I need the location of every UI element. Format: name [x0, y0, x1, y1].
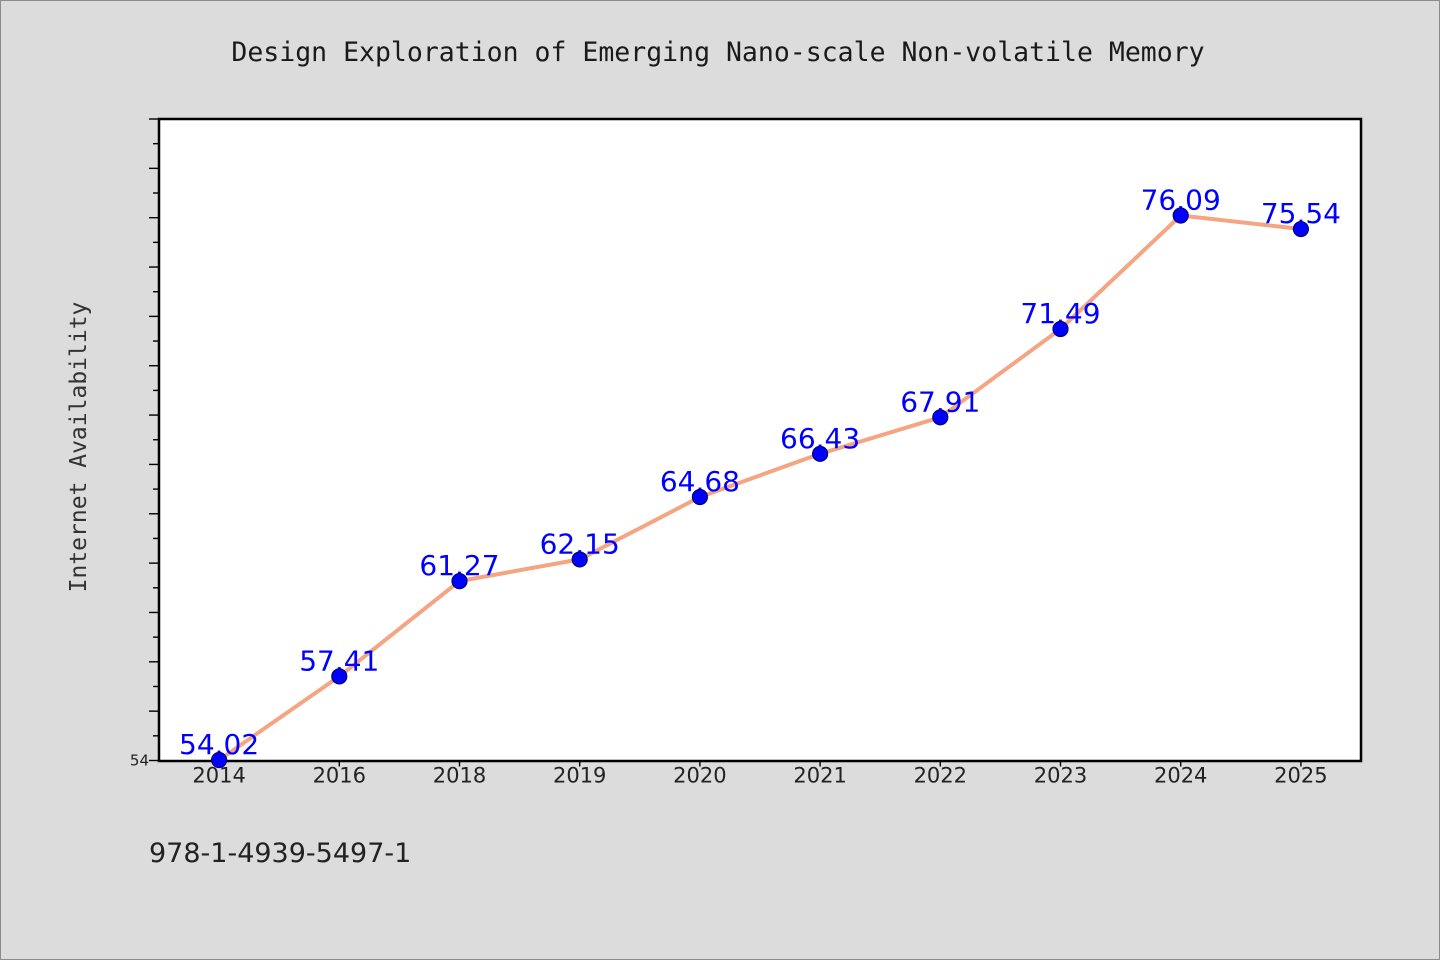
data-point-2018: [451, 573, 468, 590]
data-point-2022: [932, 409, 949, 426]
data-point-2014: [211, 751, 228, 769]
x-tick-label-2021: 2021: [793, 764, 846, 788]
x-tick-label-2019: 2019: [553, 764, 606, 788]
x-tick-label-2023: 2023: [1034, 764, 1087, 788]
series-0: 54.0257.4161.2762.1564.6866.4367.9171.49…: [179, 183, 1341, 769]
series-line: [217, 213, 1303, 762]
x-tick-label-2020: 2020: [673, 764, 726, 788]
x-tick-label-2025: 2025: [1274, 764, 1327, 788]
x-tick-label-2016: 2016: [313, 764, 366, 788]
plot-area: [157, 117, 1363, 763]
x-tick-label-2024: 2024: [1154, 764, 1207, 788]
data-point-2020: [691, 488, 709, 506]
footer-isbn: 978-1-4939-5497-1: [149, 838, 411, 869]
y-tick-label-54: 54: [130, 752, 149, 770]
data-point-2025: [1292, 220, 1310, 238]
x-tick-label-2018: 2018: [433, 764, 486, 788]
chart-title: Design Exploration of Emerging Nano-scal…: [231, 37, 1204, 68]
data-point-2019: [571, 551, 588, 568]
data-point-2024: [1172, 207, 1189, 224]
x-tick-label-2022: 2022: [914, 764, 967, 788]
y-axis: 54: [130, 118, 159, 770]
data-point-2023: [1052, 320, 1069, 338]
y-axis-label: Internet Availability: [66, 302, 92, 593]
data-point-2021: [811, 445, 829, 462]
data-point-2016: [331, 668, 348, 685]
x-axis: 2014 2016 2018 2019 2020 2021 2022 2023 2024 2025: [192, 760, 1328, 788]
